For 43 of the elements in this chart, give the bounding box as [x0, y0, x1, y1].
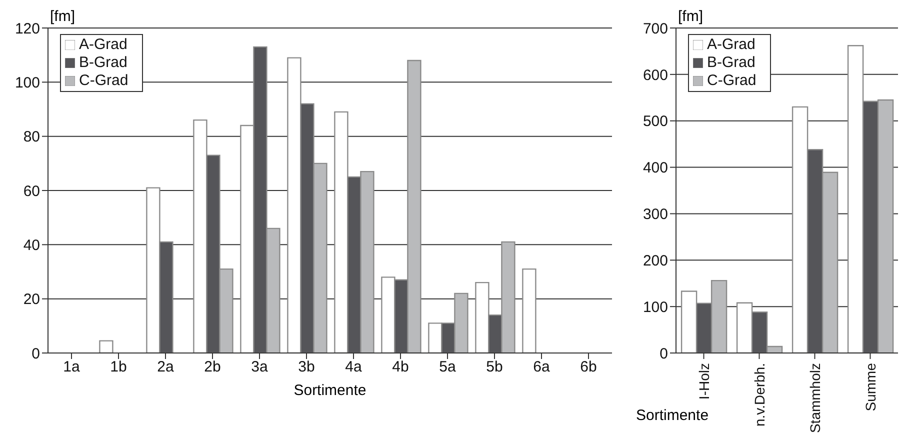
x-tick-label: 4b — [392, 358, 409, 376]
y-axis-title: [fm] — [678, 8, 703, 25]
y-tick-label: 400 — [642, 160, 668, 177]
y-axis-title: [fm] — [50, 8, 75, 25]
y-tick-label: 0 — [660, 345, 668, 362]
y-tick-label: 100 — [642, 298, 668, 316]
legend-label: C-Grad — [707, 72, 756, 89]
y-tick-label: 120 — [14, 20, 40, 38]
y-tick-label: 500 — [642, 113, 668, 130]
y-tick-label: 0 — [32, 345, 40, 362]
legend-label: B-Grad — [707, 54, 756, 71]
x-tick-label: I-Holz — [696, 363, 712, 400]
legend-label: A-Grad — [79, 36, 128, 53]
x-tick-label: 3a — [251, 358, 268, 376]
x-tick-label: 4a — [345, 358, 362, 376]
y-tick-label: 600 — [642, 66, 668, 84]
x-tick-label: Stammholz — [806, 363, 823, 434]
x-tick-label: 2b — [204, 358, 221, 376]
x-axis-title: Sortimente — [292, 382, 368, 399]
x-tick-label: 1a — [63, 358, 80, 376]
y-tick-label: 100 — [14, 74, 40, 92]
x-tick-label: n.v.Derbh. — [751, 363, 768, 427]
legend-label: B-Grad — [79, 54, 128, 71]
x-tick-label: 1b — [110, 358, 127, 376]
x-tick-label: Summe — [862, 362, 878, 412]
y-tick-label: 80 — [23, 128, 40, 146]
x-tick-label: 2a — [157, 358, 174, 376]
y-tick-label: 300 — [642, 206, 668, 224]
x-tick-label: 6a — [533, 358, 550, 376]
y-tick-label: 200 — [642, 252, 668, 270]
x-tick-label: 5a — [439, 358, 456, 376]
bar — [99, 340, 114, 353]
y-tick-label: 40 — [23, 236, 40, 254]
x-axis-title: Sortimente — [636, 407, 709, 424]
x-tick-label: 5b — [486, 358, 503, 376]
x-tick-label: 3b — [298, 358, 315, 376]
legend-label: A-Grad — [707, 36, 756, 53]
y-tick-label: 60 — [23, 182, 40, 200]
y-tick-label: 700 — [642, 20, 668, 38]
bar — [522, 268, 536, 353]
x-tick-label: 6b — [580, 358, 597, 376]
y-tick-label: 20 — [23, 291, 40, 308]
legend-label: C-Grad — [79, 72, 128, 89]
